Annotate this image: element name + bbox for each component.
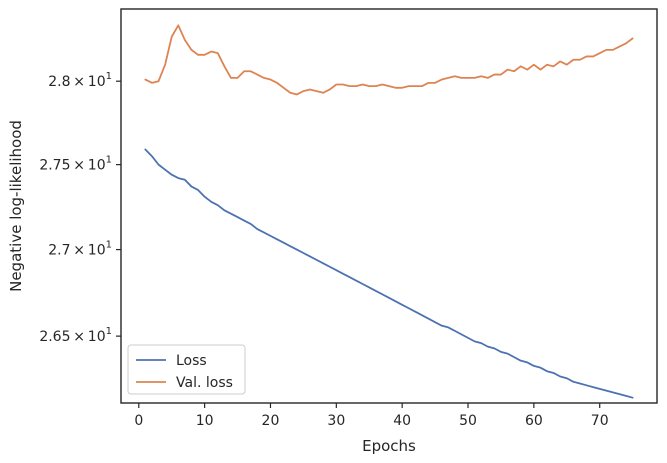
y-tick-label: 2.8 × 101 bbox=[48, 71, 112, 90]
legend-label-val-loss: Val. loss bbox=[176, 375, 233, 391]
plot-frame bbox=[120, 8, 658, 404]
y-axis-label: Negative log-likelihood bbox=[7, 120, 25, 292]
y-tick-label: 2.75 × 101 bbox=[39, 155, 112, 174]
legend: Loss Val. loss bbox=[127, 344, 246, 395]
x-tick-label: 70 bbox=[591, 413, 609, 429]
x-tick-label: 0 bbox=[134, 413, 143, 429]
x-tick-label: 60 bbox=[525, 413, 543, 429]
x-tick-label: 20 bbox=[262, 413, 280, 429]
plot-lines bbox=[144, 24, 634, 399]
legend-label-loss: Loss bbox=[176, 353, 207, 369]
x-tick-label: 50 bbox=[459, 413, 477, 429]
x-tick-label: 10 bbox=[196, 413, 214, 429]
x-axis-label: Epochs bbox=[362, 437, 416, 455]
x-axis: 0 10 20 30 40 50 60 70 bbox=[134, 403, 609, 429]
y-tick-label: 2.7 × 101 bbox=[48, 240, 112, 259]
x-tick-label: 30 bbox=[327, 413, 345, 429]
x-tick-label: 40 bbox=[393, 413, 411, 429]
series-line-0 bbox=[144, 148, 634, 399]
y-tick-label: 2.65 × 101 bbox=[39, 326, 112, 345]
y-axis: 2.65 × 101 2.7 × 101 2.75 × 101 2.8 × 101 bbox=[39, 71, 121, 345]
series-line-1 bbox=[144, 24, 634, 96]
